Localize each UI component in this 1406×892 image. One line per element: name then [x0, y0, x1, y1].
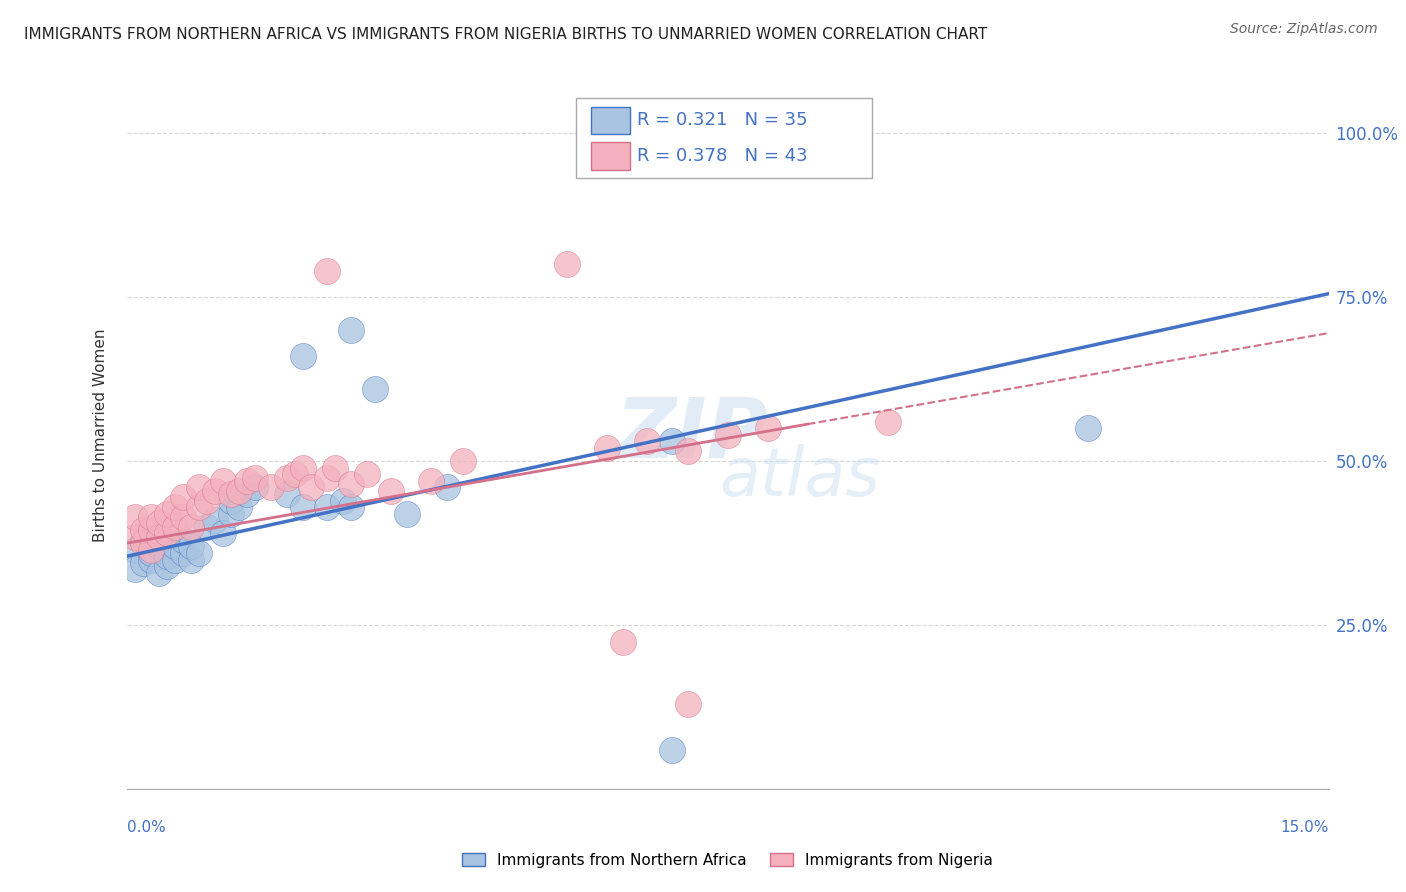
Point [148, 516, 170, 531]
Point [235, 474, 259, 488]
Y-axis label: Births to Unmarried Women: Births to Unmarried Women [93, 328, 108, 541]
Point [139, 552, 162, 566]
Point [124, 562, 146, 576]
Text: IMMIGRANTS FROM NORTHERN AFRICA VS IMMIGRANTS FROM NIGERIA BIRTHS TO UNMARRIED W: IMMIGRANTS FROM NORTHERN AFRICA VS IMMIG… [24, 27, 987, 42]
Point [124, 530, 146, 544]
Point [451, 454, 474, 468]
Point [877, 415, 900, 429]
Point [131, 523, 153, 537]
Point [340, 323, 363, 337]
Point [661, 434, 683, 449]
Point [291, 349, 314, 363]
Point [187, 480, 209, 494]
Point [716, 428, 740, 442]
Point [139, 510, 162, 524]
Legend: Immigrants from Northern Africa, Immigrants from Nigeria: Immigrants from Northern Africa, Immigra… [456, 847, 1000, 874]
Point [356, 467, 378, 482]
Text: Source: ZipAtlas.com: Source: ZipAtlas.com [1230, 22, 1378, 37]
Text: atlas: atlas [720, 444, 880, 510]
Point [612, 634, 634, 648]
Point [276, 470, 298, 484]
Point [676, 444, 699, 458]
Point [219, 507, 242, 521]
Point [172, 510, 194, 524]
Point [557, 257, 579, 271]
Point [211, 526, 233, 541]
Text: 15.0%: 15.0% [1281, 821, 1329, 835]
Point [131, 556, 153, 570]
Point [284, 467, 307, 482]
Point [204, 483, 226, 498]
Point [148, 530, 170, 544]
Point [420, 474, 443, 488]
Point [323, 460, 346, 475]
Point [243, 480, 266, 494]
Point [364, 382, 387, 396]
Point [332, 493, 354, 508]
Point [315, 263, 337, 277]
Point [180, 540, 202, 554]
Point [163, 520, 186, 534]
Point [163, 500, 186, 514]
Point [139, 542, 162, 557]
Point [180, 520, 202, 534]
Point [235, 487, 259, 501]
Point [155, 507, 177, 521]
Point [315, 500, 337, 514]
Point [636, 434, 658, 449]
Text: R = 0.321   N = 35: R = 0.321 N = 35 [637, 112, 807, 129]
Point [396, 507, 419, 521]
Point [228, 483, 250, 498]
Point [155, 526, 177, 541]
Point [155, 536, 177, 550]
Point [340, 500, 363, 514]
Point [172, 490, 194, 504]
Point [172, 546, 194, 560]
Point [340, 477, 363, 491]
Point [1077, 421, 1099, 435]
Point [291, 500, 314, 514]
Point [195, 493, 218, 508]
Point [219, 493, 242, 508]
Point [291, 460, 314, 475]
Point [187, 546, 209, 560]
Text: R = 0.378   N = 43: R = 0.378 N = 43 [637, 147, 807, 165]
Point [139, 523, 162, 537]
Point [163, 552, 186, 566]
Point [163, 540, 186, 554]
Point [187, 500, 209, 514]
Point [195, 520, 218, 534]
Point [243, 470, 266, 484]
Point [211, 474, 233, 488]
Point [219, 487, 242, 501]
Point [756, 421, 779, 435]
Point [148, 540, 170, 554]
Point [299, 480, 322, 494]
Point [155, 549, 177, 564]
Point [436, 480, 458, 494]
Point [131, 533, 153, 547]
Text: ZIP: ZIP [616, 394, 768, 475]
Point [139, 546, 162, 560]
Point [155, 559, 177, 574]
Point [124, 542, 146, 557]
Point [131, 536, 153, 550]
Point [661, 743, 683, 757]
Point [172, 533, 194, 547]
Point [676, 697, 699, 711]
Point [315, 470, 337, 484]
Point [260, 480, 283, 494]
Point [380, 483, 402, 498]
Point [228, 500, 250, 514]
Point [596, 441, 619, 455]
Point [180, 552, 202, 566]
Point [204, 513, 226, 527]
Text: 0.0%: 0.0% [127, 821, 166, 835]
Point [124, 510, 146, 524]
Point [148, 566, 170, 580]
Point [276, 487, 298, 501]
